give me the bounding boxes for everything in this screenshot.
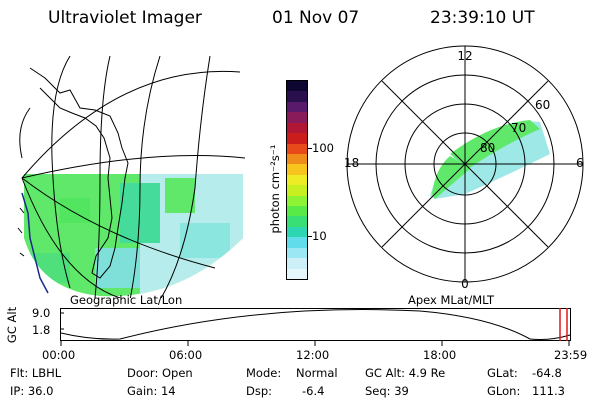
aurora-image-geographic — [24, 174, 243, 297]
colorbar-unit-label: photon cm⁻²s⁻¹ — [268, 144, 282, 234]
geographic-caption: Geographic Lat/Lon — [70, 293, 183, 307]
timeline-xtick-2359: 23:59 — [554, 348, 588, 362]
colorbar-segment — [287, 164, 307, 175]
colorbar-segment — [287, 268, 307, 280]
colorbar-segment — [287, 143, 307, 154]
colorbar-tick-mark — [308, 148, 312, 149]
glat-value: -64.8 — [532, 366, 562, 380]
colorbar-segment — [287, 133, 307, 144]
timeline-ytick-low: 1.8 — [32, 323, 51, 337]
timeline-xtick-0600: 06:00 — [169, 348, 203, 362]
colorbar-segment — [287, 216, 307, 227]
gain-status: Gain: 14 — [127, 384, 176, 398]
glat-label: GLat: — [487, 366, 518, 380]
instrument-title: Ultraviolet Imager — [48, 8, 202, 28]
timeline-ytick-high: 9.0 — [32, 306, 51, 320]
colorbar-segment — [287, 101, 307, 113]
mlt-label-12: 12 — [457, 49, 472, 63]
door-status: Door: Open — [127, 366, 193, 380]
coastline — [29, 67, 129, 279]
aurora-image-polar — [430, 120, 550, 199]
colorbar-segment — [287, 91, 307, 102]
colorbar-segment — [287, 206, 307, 217]
colorbar-segment — [287, 195, 307, 207]
polar-grid — [346, 45, 584, 283]
timeline-xtick-1800: 18:00 — [423, 348, 457, 362]
geographic-map — [17, 55, 246, 298]
date-label: 01 Nov 07 — [272, 8, 360, 28]
mode-label: Mode: — [246, 366, 282, 380]
mlt-label-18: 18 — [344, 156, 359, 170]
timeline-axis-label: GC Alt — [5, 306, 20, 344]
colorbar-segment — [287, 226, 307, 238]
sequence-status: Seq: 39 — [365, 384, 409, 398]
mlat-label-80: 80 — [480, 141, 495, 155]
orbit-altitude-plot — [60, 308, 571, 346]
mode-value: Normal — [296, 366, 338, 380]
time-label: 23:39:10 UT — [430, 8, 535, 28]
mlat-label-60: 60 — [535, 98, 550, 112]
timeline-xtick-1200: 12:00 — [296, 348, 330, 362]
polar-caption: Apex MLat/MLT — [408, 293, 495, 307]
colorbar-segment — [287, 174, 307, 186]
colorbar-segment — [287, 81, 307, 92]
dsp-label: Dsp: — [246, 384, 273, 398]
altitude-curve — [60, 309, 571, 340]
colorbar — [286, 80, 308, 280]
colorbar-segment — [287, 237, 307, 248]
timeline-xtick-0000: 00:00 — [42, 348, 76, 362]
mlt-label-6: 6 — [576, 156, 584, 170]
colorbar-tick-100: 100 — [312, 141, 334, 155]
glon-label: GLon: — [487, 384, 521, 398]
colorbar-segment — [287, 122, 307, 134]
colorbar-segment — [287, 247, 307, 259]
colorbar-segment — [287, 185, 307, 196]
polar-map: 12 18 6 0 60 70 80 — [344, 45, 584, 291]
island-marks — [17, 207, 25, 257]
dsp-value: -6.4 — [302, 384, 325, 398]
mlat-label-70: 70 — [511, 121, 526, 135]
colorbar-segment — [287, 258, 307, 269]
colorbar-segment — [287, 153, 307, 165]
mlt-label-0: 0 — [461, 277, 469, 291]
colorbar-segment — [287, 112, 307, 123]
filter-status: Flt: LBHL — [10, 366, 62, 380]
glon-value: 111.3 — [532, 384, 565, 398]
gc-altitude-status: GC Alt: 4.9 Re — [365, 366, 446, 380]
ip-status: IP: 36.0 — [10, 384, 54, 398]
colorbar-tick-mark — [308, 236, 312, 237]
coastline-blue — [21, 192, 49, 294]
colorbar-tick-10: 10 — [312, 229, 327, 243]
